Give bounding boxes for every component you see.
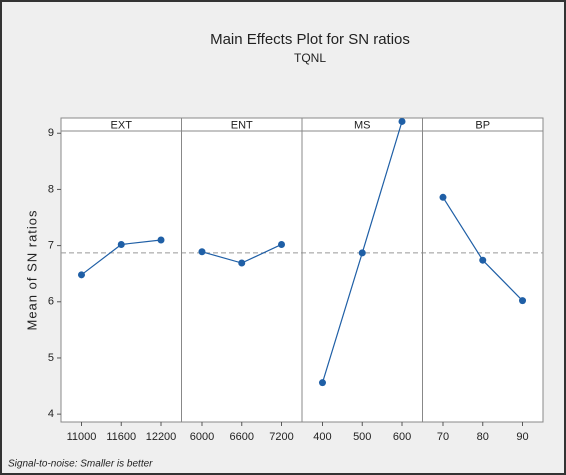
x-tick-label: 11000 (67, 431, 97, 443)
panel-header: MS (354, 119, 371, 131)
point (238, 259, 246, 267)
x-tick-label: 6000 (190, 431, 214, 443)
x-tick-label: 12200 (146, 431, 177, 443)
x-tick-label: 7200 (269, 431, 293, 443)
point (157, 236, 165, 244)
y-tick-label: 4 (48, 408, 54, 420)
chart-subtitle: TQNL (294, 51, 326, 65)
y-axis-label: Mean of SN ratios (24, 209, 39, 330)
point (519, 297, 527, 305)
point (398, 117, 406, 125)
x-tick-label: 11600 (106, 431, 136, 443)
footnote: Signal-to-noise: Smaller is better (8, 459, 153, 470)
point (439, 193, 447, 201)
y-tick-label: 5 (48, 352, 54, 364)
point (117, 240, 125, 248)
point (278, 240, 286, 248)
point (198, 248, 206, 256)
point (479, 256, 487, 264)
y-tick-label: 8 (48, 183, 54, 195)
panel-header: EXT (111, 119, 133, 131)
panel-header: ENT (231, 119, 253, 131)
chart-title: Main Effects Plot for SN ratios (210, 31, 410, 48)
point (358, 249, 366, 257)
x-tick-label: 6600 (230, 431, 254, 443)
y-tick-label: 9 (48, 127, 54, 139)
y-tick-label: 6 (48, 296, 54, 308)
y-tick-label: 7 (48, 240, 54, 252)
x-tick-label: 600 (393, 431, 411, 443)
x-tick-label: 70 (437, 431, 449, 443)
point (77, 271, 85, 279)
point (318, 379, 326, 387)
x-tick-label: 500 (353, 431, 371, 443)
panel-header: BP (475, 119, 490, 131)
x-tick-label: 90 (516, 431, 528, 443)
x-tick-label: 80 (477, 431, 489, 443)
x-tick-label: 400 (313, 431, 331, 443)
